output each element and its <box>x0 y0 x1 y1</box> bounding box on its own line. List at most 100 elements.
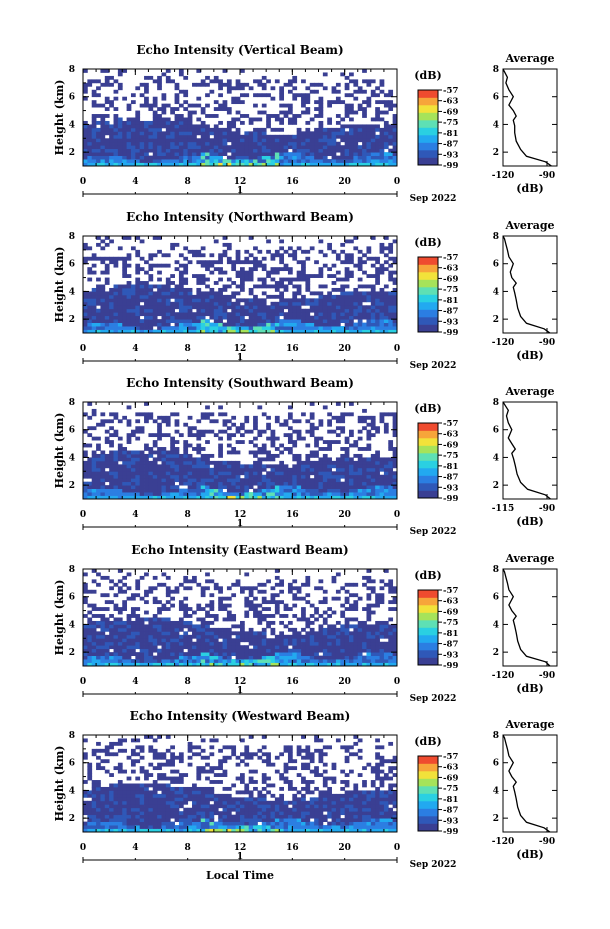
heatmap-cell <box>113 495 119 500</box>
heatmap-cell <box>244 495 250 500</box>
heatmap-cell <box>170 474 175 479</box>
heatmap-cell <box>157 155 162 160</box>
heatmap-cell <box>87 301 93 306</box>
heatmap-cell <box>187 648 193 653</box>
heatmap-cell <box>83 586 88 591</box>
colorbar-tick-label: -57 <box>443 86 458 96</box>
heatmap-cell <box>248 287 254 292</box>
heatmap-cell <box>327 117 332 122</box>
heatmap-cell <box>279 152 285 156</box>
heatmap-cell <box>200 138 206 143</box>
heatmap-cell <box>327 246 332 251</box>
heatmap-cell <box>218 467 223 472</box>
heatmap-cell <box>192 492 197 496</box>
heatmap-cell <box>104 634 110 639</box>
colorbar-tick-label: -93 <box>443 483 458 493</box>
heatmap-cell <box>165 652 171 656</box>
heatmap-cell <box>157 634 162 639</box>
heatmap-cell <box>222 287 228 292</box>
heatmap-cell <box>318 641 324 646</box>
heatmap-cell <box>100 134 106 139</box>
heatmap-cell <box>83 495 88 500</box>
heatmap-cell <box>117 124 123 129</box>
heatmap-cell <box>309 648 315 653</box>
heatmap-cell <box>178 659 184 663</box>
heatmap-cell <box>192 610 197 615</box>
heatmap-cell <box>270 638 276 643</box>
heatmap-cell <box>392 270 398 275</box>
heatmap-cell <box>113 96 119 101</box>
heatmap-cell <box>178 287 184 292</box>
heatmap-cell <box>161 72 167 77</box>
heatmap-cell <box>301 495 306 500</box>
heatmap-cell <box>122 145 128 150</box>
heatmap-cell <box>213 655 219 660</box>
heatmap-cell <box>91 457 97 462</box>
heatmap-cell <box>388 464 394 469</box>
heatmap-cell <box>244 492 250 496</box>
heatmap-cell <box>240 86 245 91</box>
heatmap-cell <box>266 464 271 469</box>
heatmap-cell <box>248 117 254 122</box>
heatmap-cell <box>130 326 136 330</box>
heatmap-cell <box>205 478 210 483</box>
heatmap-cell <box>270 620 276 625</box>
heatmap-cell <box>135 86 141 91</box>
profile-frame <box>502 235 558 334</box>
heatmap-cell <box>253 93 258 98</box>
heatmap-cell <box>357 124 363 129</box>
heatmap-cell <box>270 329 276 334</box>
heatmap-cell <box>287 582 293 587</box>
heatmap-cell <box>253 79 258 84</box>
heatmap-cell <box>253 495 258 500</box>
heatmap-cell <box>274 305 280 310</box>
heatmap-cell <box>222 69 228 73</box>
heatmap-cell <box>117 620 123 625</box>
heatmap-cell <box>357 315 363 320</box>
heatmap-cell <box>148 75 154 80</box>
heatmap-cell <box>257 249 263 254</box>
heatmap-cell <box>366 429 372 434</box>
heatmap-cell <box>370 155 376 160</box>
heatmap-cell <box>296 659 302 663</box>
heatmap-cell <box>117 450 123 455</box>
heatmap-cell <box>205 412 210 417</box>
heatmap-cell <box>100 481 106 486</box>
heatmap-cell <box>139 641 145 646</box>
heatmap-cell <box>178 453 184 458</box>
heatmap-cell <box>113 617 119 622</box>
heatmap-cell <box>261 305 267 310</box>
heatmap-cell <box>222 617 228 622</box>
heatmap-cell <box>292 638 298 643</box>
heatmap-cell <box>148 589 154 594</box>
heatmap-cell <box>113 662 119 667</box>
heatmap-cell <box>388 467 394 472</box>
heatmap-cell <box>244 326 250 330</box>
heatmap-cell <box>314 652 319 656</box>
heatmap-cell <box>366 433 372 438</box>
heatmap-cell <box>327 134 332 139</box>
heatmap-cell <box>340 419 346 424</box>
heatmap-cell <box>388 488 394 493</box>
heatmap-cell <box>113 634 119 639</box>
profile-y-tick-label: 8 <box>493 398 499 408</box>
heatmap-cell <box>91 607 97 611</box>
heatmap-cell <box>222 648 228 653</box>
heatmap-cell <box>209 481 215 486</box>
heatmap-cell <box>270 641 276 646</box>
x-tick-label: 12 <box>234 344 247 354</box>
heatmap-cell <box>331 464 337 469</box>
heatmap-cell <box>388 478 394 483</box>
heatmap-cell <box>331 495 337 500</box>
heatmap-cell <box>126 627 132 632</box>
heatmap-cell <box>87 610 93 615</box>
heatmap-cell <box>318 614 324 618</box>
heatmap-cell <box>218 655 223 660</box>
heatmap-cell <box>240 141 245 146</box>
heatmap-cell <box>353 460 359 465</box>
heatmap-cell <box>357 460 363 465</box>
heatmap-cell <box>104 440 110 444</box>
heatmap-cell <box>314 329 319 334</box>
heatmap-cell <box>318 152 324 156</box>
heatmap-cell <box>144 298 149 303</box>
